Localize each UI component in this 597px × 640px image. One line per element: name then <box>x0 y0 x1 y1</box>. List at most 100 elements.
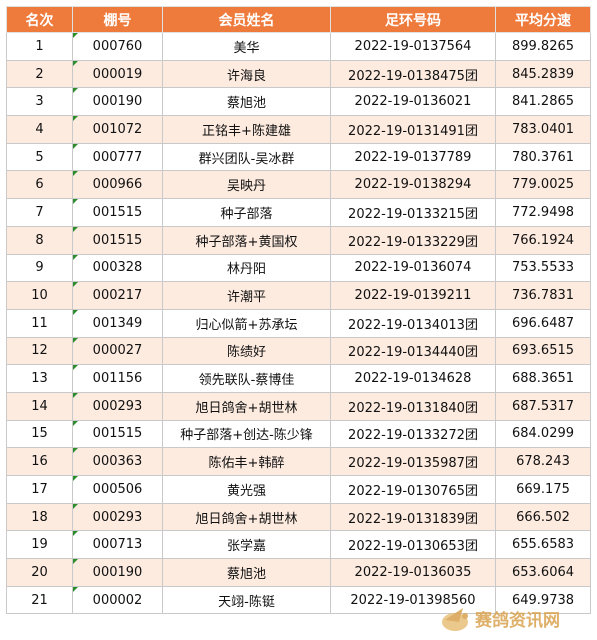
table-row: 19 000713 张学嘉 2022-19-0130653团 655.6583 <box>7 531 591 559</box>
results-table: 名次 棚号 会员姓名 足环号码 平均分速 1 000760 美华 2022-19-01… <box>6 6 591 614</box>
cell-loft-number: 001515 <box>73 199 163 227</box>
cell-member-name: 天翊-陈铤 <box>163 586 331 614</box>
cell-rank: 13 <box>7 365 73 393</box>
table-row: 21 000002 天翊-陈铤 2022-19-01398560 649.9738 <box>7 586 591 614</box>
cell-rank: 15 <box>7 420 73 448</box>
cell-rank: 20 <box>7 559 73 587</box>
table-row: 1 000760 美华 2022-19-0137564 899.8265 <box>7 33 591 61</box>
cell-loft-number: 000002 <box>73 586 163 614</box>
cell-rank: 17 <box>7 476 73 504</box>
cell-average-speed: 653.6064 <box>496 559 591 587</box>
table-row: 10 000217 许潮平 2022-19-0139211 736.7831 <box>7 282 591 310</box>
cell-rank: 18 <box>7 503 73 531</box>
header-average-speed: 平均分速 <box>496 7 591 33</box>
cell-rank: 2 <box>7 60 73 88</box>
cell-rank: 8 <box>7 226 73 254</box>
cell-loft-number: 000328 <box>73 254 163 282</box>
cell-loft-number: 001156 <box>73 365 163 393</box>
cell-rank: 7 <box>7 199 73 227</box>
cell-ring-number: 2022-19-0131839团 <box>331 503 496 531</box>
cell-member-name: 黄光强 <box>163 476 331 504</box>
cell-member-name: 领先联队-蔡博佳 <box>163 365 331 393</box>
cell-member-name: 旭日鸽舍+胡世林 <box>163 392 331 420</box>
cell-ring-number: 2022-19-0136035 <box>331 559 496 587</box>
cell-member-name: 张学嘉 <box>163 531 331 559</box>
cell-average-speed: 783.0401 <box>496 116 591 144</box>
cell-loft-number: 000506 <box>73 476 163 504</box>
cell-average-speed: 780.3761 <box>496 143 591 171</box>
cell-member-name: 陈绩好 <box>163 337 331 365</box>
cell-average-speed: 696.6487 <box>496 309 591 337</box>
cell-member-name: 林丹阳 <box>163 254 331 282</box>
cell-loft-number: 000217 <box>73 282 163 310</box>
cell-loft-number: 001515 <box>73 226 163 254</box>
cell-average-speed: 649.9738 <box>496 586 591 614</box>
cell-loft-number: 000713 <box>73 531 163 559</box>
cell-member-name: 种子部落+创达-陈少锋 <box>163 420 331 448</box>
cell-ring-number: 2022-19-0133272团 <box>331 420 496 448</box>
cell-rank: 6 <box>7 171 73 199</box>
cell-rank: 12 <box>7 337 73 365</box>
cell-ring-number: 2022-19-0130765团 <box>331 476 496 504</box>
cell-ring-number: 2022-19-0130653团 <box>331 531 496 559</box>
header-rank: 名次 <box>7 7 73 33</box>
cell-loft-number: 000966 <box>73 171 163 199</box>
cell-rank: 10 <box>7 282 73 310</box>
table-row: 20 000190 蔡旭池 2022-19-0136035 653.6064 <box>7 559 591 587</box>
cell-loft-number: 001072 <box>73 116 163 144</box>
cell-ring-number: 2022-19-0137564 <box>331 33 496 61</box>
cell-member-name: 种子部落 <box>163 199 331 227</box>
cell-average-speed: 736.7831 <box>496 282 591 310</box>
table-row: 2 000019 许海良 2022-19-0138475团 845.2839 <box>7 60 591 88</box>
table-row: 18 000293 旭日鸽舍+胡世林 2022-19-0131839团 666.502 <box>7 503 591 531</box>
cell-rank: 19 <box>7 531 73 559</box>
cell-rank: 11 <box>7 309 73 337</box>
cell-member-name: 蔡旭池 <box>163 88 331 116</box>
cell-member-name: 美华 <box>163 33 331 61</box>
table-row: 7 001515 种子部落 2022-19-0133215团 772.9498 <box>7 199 591 227</box>
cell-loft-number: 000363 <box>73 448 163 476</box>
cell-rank: 5 <box>7 143 73 171</box>
cell-member-name: 许潮平 <box>163 282 331 310</box>
cell-loft-number: 001515 <box>73 420 163 448</box>
cell-ring-number: 2022-19-0136074 <box>331 254 496 282</box>
cell-average-speed: 678.243 <box>496 448 591 476</box>
cell-loft-number: 000777 <box>73 143 163 171</box>
header-row: 名次 棚号 会员姓名 足环号码 平均分速 <box>7 7 591 33</box>
cell-average-speed: 772.9498 <box>496 199 591 227</box>
cell-ring-number: 2022-19-0139211 <box>331 282 496 310</box>
cell-average-speed: 688.3651 <box>496 365 591 393</box>
cell-ring-number: 2022-19-0131840团 <box>331 392 496 420</box>
cell-loft-number: 000027 <box>73 337 163 365</box>
cell-rank: 1 <box>7 33 73 61</box>
table-row: 12 000027 陈绩好 2022-19-0134440团 693.6515 <box>7 337 591 365</box>
cell-member-name: 归心似箭+苏承坛 <box>163 309 331 337</box>
cell-ring-number: 2022-19-0136021 <box>331 88 496 116</box>
cell-average-speed: 779.0025 <box>496 171 591 199</box>
table-row: 6 000966 吴映丹 2022-19-0138294 779.0025 <box>7 171 591 199</box>
cell-rank: 14 <box>7 392 73 420</box>
cell-ring-number: 2022-19-0131491团 <box>331 116 496 144</box>
table-row: 8 001515 种子部落+黄国权 2022-19-0133229团 766.1924 <box>7 226 591 254</box>
table-row: 11 001349 归心似箭+苏承坛 2022-19-0134013团 696.6487 <box>7 309 591 337</box>
cell-loft-number: 001349 <box>73 309 163 337</box>
table-row: 16 000363 陈佑丰+韩醉 2022-19-0135987团 678.243 <box>7 448 591 476</box>
cell-ring-number: 2022-19-0138475团 <box>331 60 496 88</box>
cell-rank: 3 <box>7 88 73 116</box>
cell-ring-number: 2022-19-0134440团 <box>331 337 496 365</box>
cell-average-speed: 845.2839 <box>496 60 591 88</box>
cell-loft-number: 000190 <box>73 559 163 587</box>
cell-ring-number: 2022-19-0138294 <box>331 171 496 199</box>
table-row: 3 000190 蔡旭池 2022-19-0136021 841.2865 <box>7 88 591 116</box>
table-row: 9 000328 林丹阳 2022-19-0136074 753.5533 <box>7 254 591 282</box>
header-ring-number: 足环号码 <box>331 7 496 33</box>
cell-average-speed: 841.2865 <box>496 88 591 116</box>
cell-ring-number: 2022-19-0135987团 <box>331 448 496 476</box>
cell-loft-number: 000760 <box>73 33 163 61</box>
cell-member-name: 许海良 <box>163 60 331 88</box>
header-loft-number: 棚号 <box>73 7 163 33</box>
cell-ring-number: 2022-19-0134628 <box>331 365 496 393</box>
cell-member-name: 旭日鸽舍+胡世林 <box>163 503 331 531</box>
table-body: 1 000760 美华 2022-19-0137564 899.8265 2 000019 许… <box>7 33 591 614</box>
cell-average-speed: 753.5533 <box>496 254 591 282</box>
